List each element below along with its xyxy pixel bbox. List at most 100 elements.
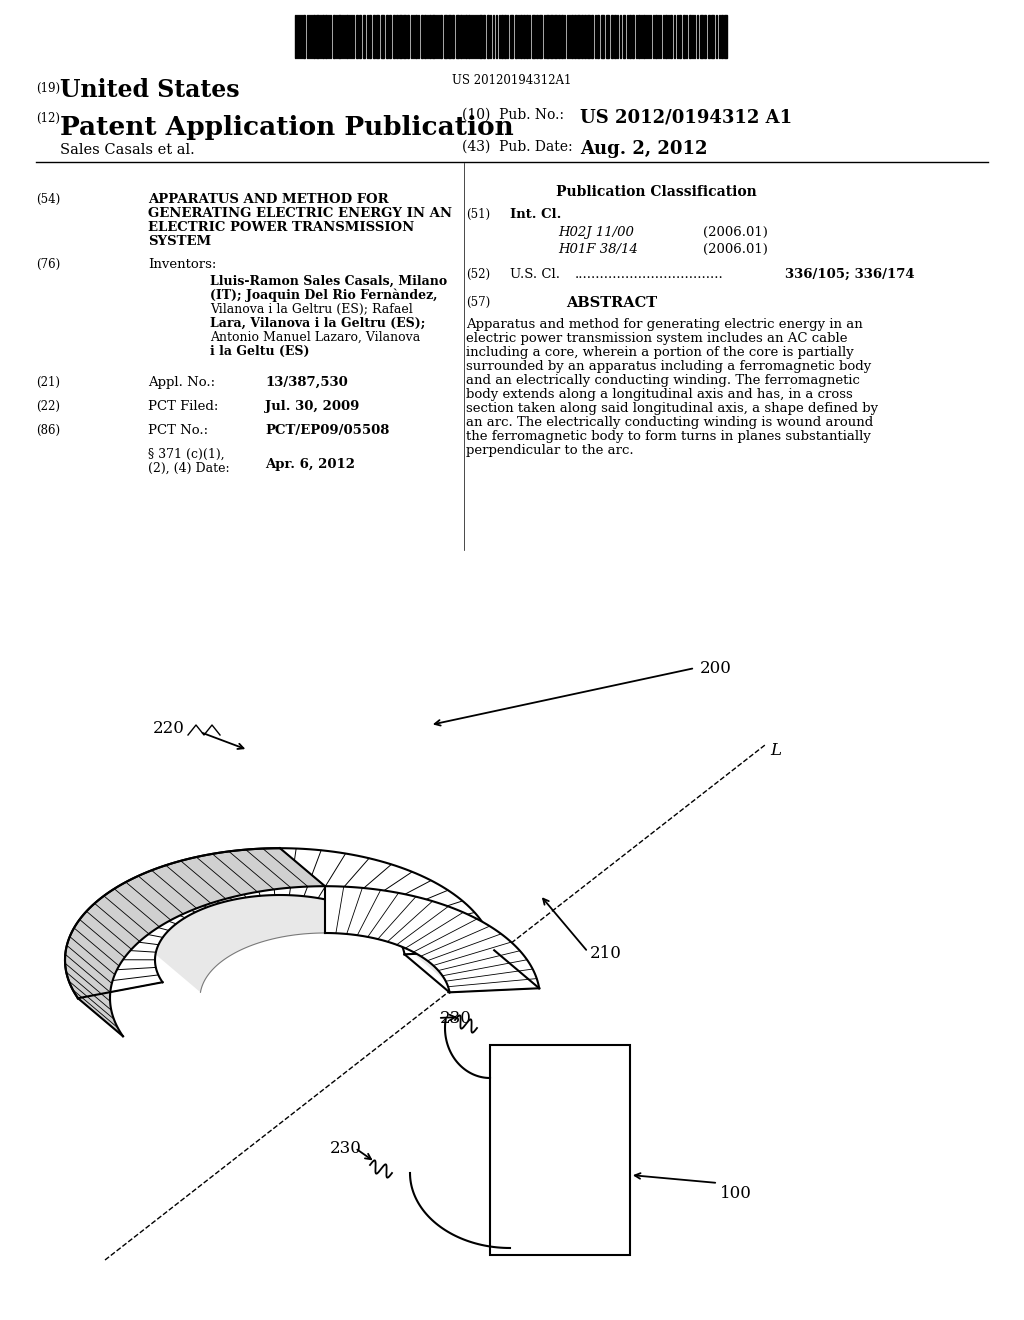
Text: Inventors:: Inventors:	[148, 257, 216, 271]
Polygon shape	[65, 849, 495, 998]
Text: (2), (4) Date:: (2), (4) Date:	[148, 462, 229, 475]
Bar	[536, 15, 538, 58]
Bar	[638, 15, 640, 58]
Bar	[629, 15, 631, 58]
Text: Apr. 6, 2012: Apr. 6, 2012	[265, 458, 355, 471]
Text: (21): (21)	[36, 376, 60, 389]
Bar	[386, 15, 388, 58]
Text: Sales Casals et al.: Sales Casals et al.	[60, 143, 195, 157]
Bar	[396, 15, 398, 58]
Text: APPARATUS AND METHOD FOR: APPARATUS AND METHOD FOR	[148, 193, 389, 206]
Bar	[721, 15, 723, 58]
Bar	[490, 1045, 630, 1255]
Text: 200: 200	[700, 660, 732, 677]
Text: PCT Filed:: PCT Filed:	[148, 400, 218, 413]
Bar	[460, 15, 462, 58]
Text: Jul. 30, 2009: Jul. 30, 2009	[265, 400, 359, 413]
Bar	[415, 15, 417, 58]
Bar	[558, 15, 560, 58]
Text: perpendicular to the arc.: perpendicular to the arc.	[466, 444, 634, 457]
Bar	[440, 15, 442, 58]
Bar	[389, 15, 391, 58]
Bar	[399, 15, 402, 58]
Text: (76): (76)	[36, 257, 60, 271]
Bar	[465, 15, 467, 58]
Text: H01F 38/14: H01F 38/14	[558, 243, 638, 256]
Text: H02J 11/00: H02J 11/00	[558, 226, 634, 239]
Bar	[510, 15, 513, 58]
Text: L: L	[770, 742, 781, 759]
Text: (43)  Pub. Date:: (43) Pub. Date:	[462, 140, 572, 154]
Bar	[346, 15, 348, 58]
Text: (22): (22)	[36, 400, 60, 413]
Bar	[561, 15, 563, 58]
Text: US 20120194312A1: US 20120194312A1	[452, 74, 571, 87]
Text: 336/105; 336/174: 336/105; 336/174	[785, 268, 914, 281]
Bar	[303, 15, 305, 58]
Bar	[359, 15, 361, 58]
Bar	[468, 15, 470, 58]
Text: SYSTEM: SYSTEM	[148, 235, 211, 248]
Bar	[501, 15, 503, 58]
Text: 13/387,530: 13/387,530	[265, 376, 348, 389]
Text: 210: 210	[590, 945, 622, 962]
Text: Publication Classification: Publication Classification	[556, 185, 757, 199]
Text: (12): (12)	[36, 112, 60, 125]
Bar	[356, 15, 358, 58]
Bar	[643, 15, 645, 58]
Bar	[532, 15, 535, 58]
Bar	[393, 15, 395, 58]
Bar	[632, 15, 634, 58]
Text: (57): (57)	[466, 296, 490, 309]
Text: (51): (51)	[466, 209, 490, 220]
Bar	[523, 15, 525, 58]
Bar	[577, 15, 580, 58]
Bar	[584, 15, 586, 58]
Bar	[724, 15, 727, 58]
Text: (10)  Pub. No.:: (10) Pub. No.:	[462, 108, 564, 121]
Text: ...................................: ...................................	[575, 268, 724, 281]
Polygon shape	[325, 886, 540, 993]
Text: 100: 100	[720, 1185, 752, 1203]
Text: United States: United States	[60, 78, 240, 102]
Text: 230: 230	[330, 1140, 361, 1158]
Bar	[452, 15, 454, 58]
Bar	[708, 15, 710, 58]
Bar	[665, 15, 667, 58]
Bar	[479, 15, 482, 58]
Text: Lara, Vilanova i la Geltru (ES);: Lara, Vilanova i la Geltru (ES);	[210, 317, 425, 330]
Bar	[683, 15, 685, 58]
Text: PCT No.:: PCT No.:	[148, 424, 208, 437]
Text: including a core, wherein a portion of the core is partially: including a core, wherein a portion of t…	[466, 346, 854, 359]
Bar	[597, 15, 599, 58]
Text: 230: 230	[440, 1010, 472, 1027]
Bar	[316, 15, 319, 58]
Bar	[487, 15, 489, 58]
Bar	[614, 15, 616, 58]
Text: the ferromagnetic body to form turns in planes substantially: the ferromagnetic body to form turns in …	[466, 430, 870, 444]
Bar	[705, 15, 706, 58]
Text: (2006.01): (2006.01)	[703, 243, 768, 256]
Bar	[623, 15, 625, 58]
Bar	[362, 15, 365, 58]
Bar	[403, 15, 406, 58]
Text: surrounded by an apparatus including a ferromagnetic body: surrounded by an apparatus including a f…	[466, 360, 871, 374]
Polygon shape	[156, 895, 445, 993]
Bar	[429, 15, 431, 58]
Bar	[520, 15, 522, 58]
Text: (IT); Joaquin Del Rio Fernàndez,: (IT); Joaquin Del Rio Fernàndez,	[210, 289, 437, 302]
Bar	[369, 15, 371, 58]
Text: body extends along a longitudinal axis and has, in a cross: body extends along a longitudinal axis a…	[466, 388, 853, 401]
Bar	[601, 15, 604, 58]
Bar	[373, 15, 375, 58]
Bar	[325, 15, 327, 58]
Bar	[376, 15, 379, 58]
Bar	[424, 15, 426, 58]
Text: (19): (19)	[36, 82, 60, 95]
Bar	[611, 15, 613, 58]
Text: US 2012/0194312 A1: US 2012/0194312 A1	[580, 108, 793, 125]
Bar	[581, 15, 583, 58]
Bar	[554, 15, 557, 58]
Text: ABSTRACT: ABSTRACT	[566, 296, 657, 310]
Text: (52): (52)	[466, 268, 490, 281]
